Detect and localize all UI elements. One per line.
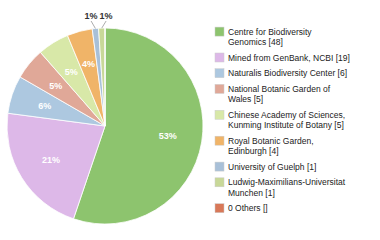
data-label: 6%: [38, 101, 51, 111]
legend-label-line: Genomics [48]: [228, 37, 283, 47]
legend-label: Royal Botanic Garden,Edinburgh [4]: [228, 136, 314, 156]
legend-label-line: Kunming Institute of Botany [5]: [228, 120, 344, 130]
legend-label: Naturalis Biodiversity Center [6]: [228, 68, 347, 78]
legend-swatch: [215, 178, 224, 187]
legend-swatch: [215, 69, 224, 78]
data-labels: 53% 21% 6% 5%5% 4% 1%1%: [38, 11, 177, 165]
legend-swatch: [215, 162, 224, 171]
data-label: 1%: [85, 11, 98, 21]
legend-label-line: National Botanic Garden of: [228, 84, 331, 94]
legend: Centre for BiodiversityGenomics [48] Mine…: [215, 27, 350, 214]
legend-label-line: Munchen [1]: [228, 188, 275, 198]
legend-label: 0 Others []: [228, 203, 268, 213]
legend-entry: Mined from GenBank, NCBI [19]: [215, 53, 350, 63]
pie-slice: [99, 28, 105, 126]
legend-entry: Centre for BiodiversityGenomics [48]: [215, 27, 312, 47]
legend-label: Centre for BiodiversityGenomics [48]: [228, 27, 312, 47]
legend-swatch: [215, 110, 224, 119]
legend-label-line: Chinese Academy of Sciences,: [228, 110, 345, 120]
data-label: 21%: [42, 155, 60, 165]
legend-swatch: [215, 204, 224, 213]
legend-label-line: Centre for Biodiversity: [228, 27, 312, 37]
legend-entry: Royal Botanic Garden,Edinburgh [4]: [215, 136, 314, 156]
legend-label: Ludwig-Maximilians-UniversitatMunchen [1…: [228, 177, 346, 197]
legend-label: Mined from GenBank, NCBI [19]: [228, 53, 350, 63]
legend-swatch: [215, 27, 224, 36]
data-label: 1%: [100, 11, 113, 21]
leader-line: [91, 21, 95, 28]
pie-slice: [67, 29, 105, 126]
legend-entry: 0 Others []: [215, 203, 268, 213]
data-label: 4%: [82, 59, 95, 69]
legend-label-line: Edinburgh [4]: [228, 146, 279, 156]
legend-entry: National Botanic Garden ofWales [5]: [215, 84, 331, 104]
legend-label: National Botanic Garden ofWales [5]: [228, 84, 331, 104]
pie-slice: [7, 113, 105, 219]
legend-label-line: University of Guelph [1]: [228, 162, 316, 172]
legend-label: Chinese Academy of Sciences,Kunming Inst…: [228, 110, 345, 130]
legend-entry: Chinese Academy of Sciences,Kunming Inst…: [215, 110, 345, 130]
legend-entry: Ludwig-Maximilians-UniversitatMunchen [1…: [215, 177, 346, 197]
chart: 53% 21% 6% 5%5% 4% 1%1% Centre for Biodiversit…: [0, 0, 380, 240]
data-label: 5%: [65, 67, 78, 77]
leader-line: [102, 21, 106, 28]
legend-label: University of Guelph [1]: [228, 162, 316, 172]
data-label: 5%: [49, 81, 62, 91]
legend-label-line: Wales [5]: [228, 94, 263, 104]
pie-slice: [92, 28, 105, 126]
legend-swatch: [215, 53, 224, 62]
pie: [7, 28, 203, 224]
legend-entry: Naturalis Biodiversity Center [6]: [215, 68, 347, 78]
legend-entry: University of Guelph [1]: [215, 162, 316, 172]
legend-swatch: [215, 84, 224, 93]
legend-label-line: Naturalis Biodiversity Center [6]: [228, 68, 347, 78]
legend-label-line: Ludwig-Maximilians-Universitat: [228, 177, 346, 187]
legend-swatch: [215, 136, 224, 145]
legend-label-line: 0 Others []: [228, 203, 268, 213]
legend-label-line: Mined from GenBank, NCBI [19]: [228, 53, 350, 63]
data-label: 53%: [159, 131, 177, 141]
legend-label-line: Royal Botanic Garden,: [228, 136, 314, 146]
pie-slice: [105, 28, 106, 126]
